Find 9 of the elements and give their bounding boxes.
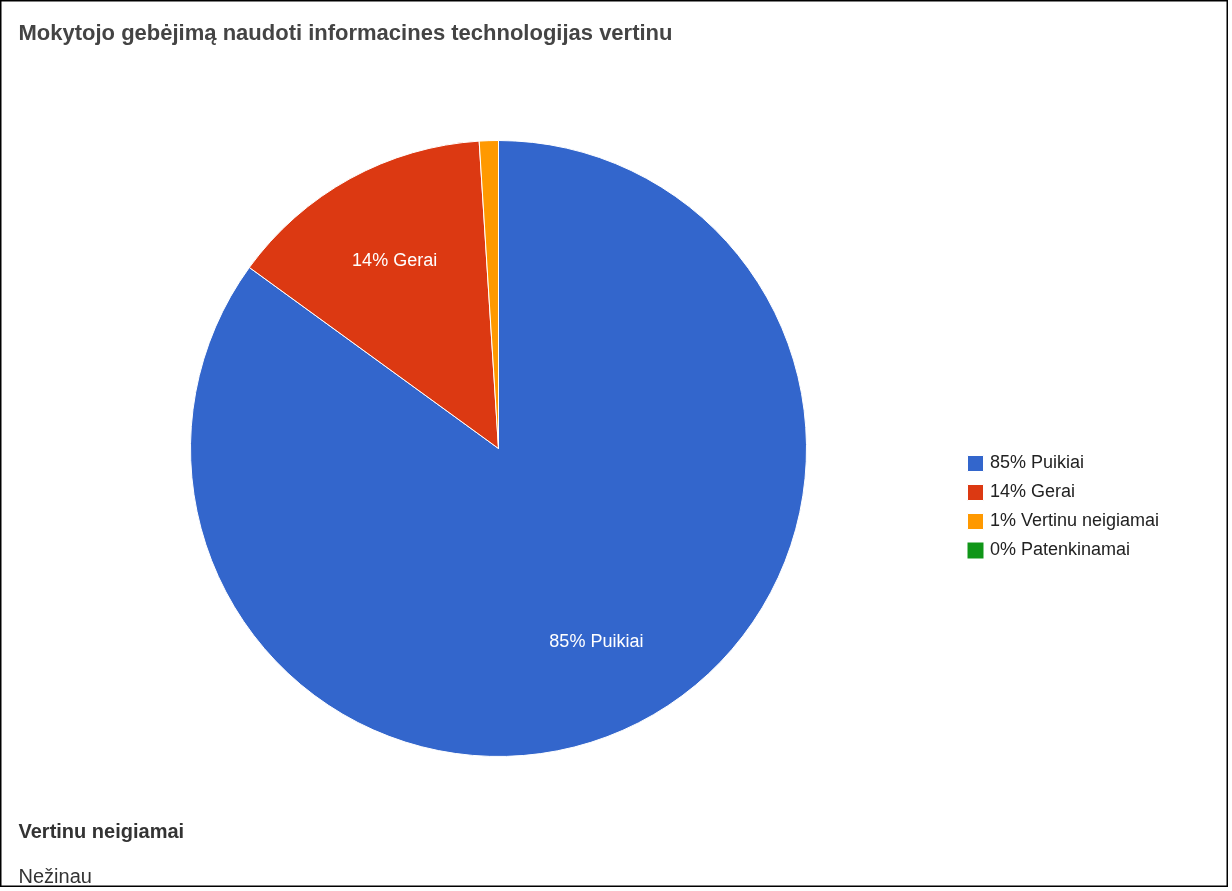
legend-label: 0% Patenkinamai (990, 539, 1131, 560)
legend-label: 85% Puikiai (990, 452, 1085, 473)
chart-title: Mokytojo gebėjimą naudoti informacines technologijas vertinu (18, 20, 673, 45)
data-label: 14% Gerai (352, 249, 438, 270)
data-label: 85% Puikiai (549, 630, 644, 651)
text: Vertinu neigiamai (18, 819, 185, 842)
text: Nežinau (18, 864, 92, 887)
legend-label: 1% Vertinu neigiamai (990, 510, 1160, 531)
legend-label: 14% Gerai (990, 481, 1076, 502)
